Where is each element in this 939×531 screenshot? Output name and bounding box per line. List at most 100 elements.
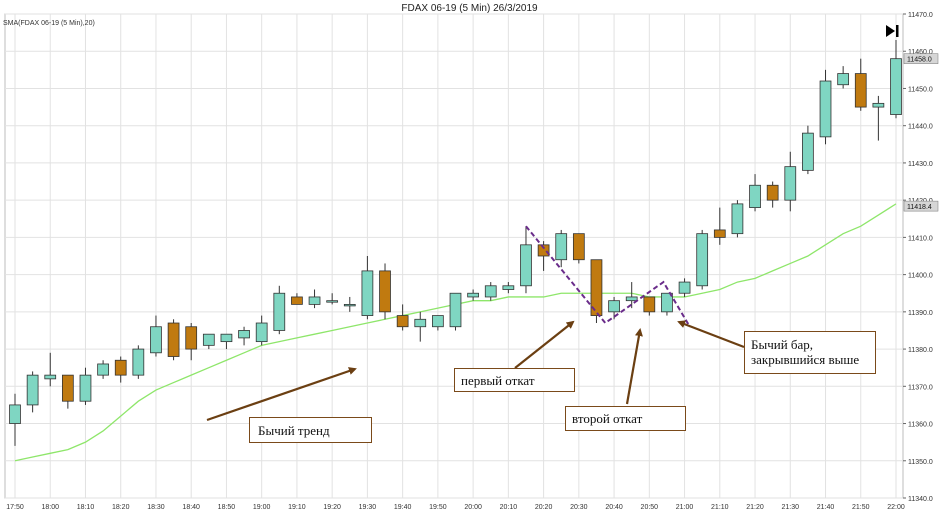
candle-body-up: [273, 292, 286, 331]
candle-body-up: [44, 374, 57, 380]
candle-body-up: [802, 132, 814, 171]
x-tick-label: 18:00: [41, 504, 59, 511]
x-tick-label: 17:50: [6, 504, 24, 511]
annotation-arrow: [514, 320, 575, 369]
candle-body-up: [555, 233, 568, 261]
candle-body-up: [255, 322, 268, 343]
candle-body-up: [520, 244, 532, 287]
candle-body-up: [731, 203, 744, 235]
y-tick-label: 11410.0: [908, 235, 933, 242]
annotation-bullish-bar: Бычий бар, закрывшийся выше: [744, 331, 876, 374]
candle-body-up: [872, 102, 885, 108]
annotation-arrow: [206, 367, 357, 422]
chart-title: FDAX 06-19 (5 Min) 26/3/2019: [401, 3, 538, 14]
x-tick-label: 21:30: [782, 504, 800, 511]
y-tick-label: 11350.0: [908, 459, 933, 466]
annotation-bullish-trend: Бычий тренд: [249, 417, 372, 443]
x-tick-label: 20:40: [605, 504, 623, 511]
candle-body-up: [26, 374, 39, 406]
candle-body-down: [167, 322, 180, 357]
candle-body-up: [784, 166, 797, 201]
y-tick-label: 11430.0: [908, 161, 933, 168]
candle-body-up: [238, 330, 250, 339]
x-tick-label: 22:00: [887, 504, 905, 511]
x-tick-label: 18:50: [218, 504, 236, 511]
x-tick-label: 19:40: [394, 504, 412, 511]
plot-frame: [4, 13, 904, 499]
candle-body-up: [449, 292, 462, 328]
price-tag-box: [903, 53, 939, 64]
x-tick-label: 21:40: [817, 504, 835, 511]
candle-body-up: [79, 374, 92, 402]
y-tick-label: 11460.0: [908, 49, 933, 56]
x-tick-label: 20:30: [570, 504, 588, 511]
candle-body-up: [661, 292, 673, 313]
candle-body-up: [837, 73, 850, 86]
candle-body-up: [326, 300, 339, 303]
annotation-arrow: [677, 320, 745, 349]
x-tick-label: 20:10: [500, 504, 518, 511]
zigzag-layer: [525, 225, 691, 328]
candle-body-down: [590, 259, 603, 316]
x-tick-label: 18:10: [77, 504, 95, 511]
candle-body-up: [625, 296, 638, 302]
y-tick-label: 11380.0: [908, 347, 933, 354]
annotation-first-pullback: первый откат: [454, 368, 575, 392]
candle-body-down: [854, 73, 867, 108]
x-tick-label: 19:00: [253, 504, 271, 511]
y-tick-label: 11340.0: [908, 496, 933, 503]
candle-body-up: [97, 363, 109, 376]
x-tick-label: 20:00: [464, 504, 482, 511]
candle-body-down: [713, 229, 726, 238]
candle-body-down: [396, 315, 409, 328]
candle-body-up: [696, 233, 709, 287]
candle-body-up: [132, 348, 145, 376]
candle-body-up: [890, 58, 902, 115]
y-tick-label: 11400.0: [908, 273, 933, 280]
candle-body-down: [61, 374, 74, 402]
candle-body-up: [467, 292, 479, 298]
price-tag-label: 11458.0: [907, 57, 932, 64]
candle-body-down: [291, 296, 303, 305]
y-tick-label: 11450.0: [908, 86, 933, 93]
candle-body-up: [220, 333, 233, 343]
play-skip-icon[interactable]: [885, 24, 899, 38]
x-tick-label: 18:30: [147, 504, 165, 511]
x-tick-label: 18:40: [182, 504, 200, 511]
candle-body-up: [749, 184, 761, 208]
price-tag-box: [903, 200, 939, 212]
x-tick-label: 20:20: [535, 504, 553, 511]
candle-body-up: [361, 270, 374, 316]
arrow-layer: [206, 320, 745, 422]
candle-body-up: [484, 285, 497, 298]
y-tick-label: 11440.0: [908, 124, 933, 131]
annotation-second-pullback: второй откат: [565, 406, 686, 431]
candle-body-up: [202, 333, 215, 346]
x-tick-label: 18:20: [112, 504, 130, 511]
candle-body-up: [502, 285, 515, 290]
candle-body-up: [150, 326, 162, 354]
x-tick-label: 21:10: [711, 504, 729, 511]
candle-body-up: [819, 80, 832, 138]
candle-body-up: [343, 303, 356, 307]
axis-layer: 11340.0 11350.0 11360.0 11370.0 11380.0 11390…: [6, 12, 939, 511]
annotation-arrow: [625, 328, 643, 405]
y-tick-label: 11360.0: [908, 422, 933, 429]
candle-body-down: [537, 244, 550, 257]
candle-body-up: [308, 296, 321, 305]
candle-body-down: [643, 296, 656, 313]
pullback-zigzag: [525, 225, 691, 328]
x-tick-label: 20:50: [641, 504, 659, 511]
x-tick-label: 21:20: [746, 504, 764, 511]
x-tick-label: 19:30: [359, 504, 377, 511]
y-tick-label: 11390.0: [908, 310, 933, 317]
candle-body-down: [572, 233, 585, 261]
candle-body-up: [414, 318, 427, 328]
price-tag-label: 11418.4: [907, 204, 932, 211]
x-tick-label: 19:20: [323, 504, 341, 511]
x-tick-label: 19:50: [429, 504, 447, 511]
candle-body-down: [766, 184, 779, 201]
candle-layer: [9, 40, 902, 446]
